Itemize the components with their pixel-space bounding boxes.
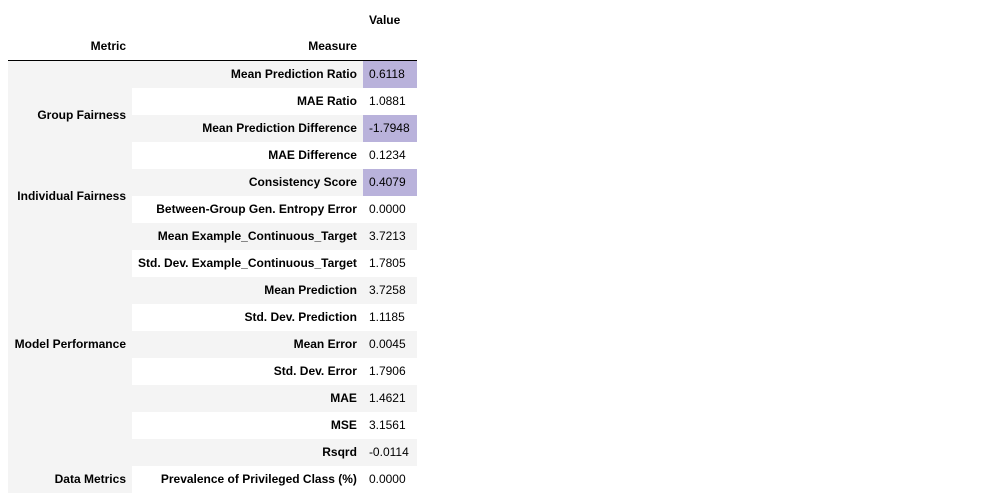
- header-row-top: Value: [8, 8, 417, 33]
- index-header-measure: Measure: [132, 33, 363, 61]
- header-blank-cell: [362, 33, 417, 61]
- table-row: Std. Dev. Error 1.7906: [8, 358, 417, 385]
- value-cell: 1.0881: [362, 88, 417, 115]
- value-cell-highlighted: -1.7948: [362, 115, 417, 142]
- value-cell: 3.7213: [362, 223, 417, 250]
- table-row: Mean Prediction Difference -1.7948: [8, 115, 417, 142]
- measure-label: MAE Ratio: [132, 88, 363, 115]
- measure-label: MAE: [132, 385, 363, 412]
- metric-group-label: Model Performance: [8, 223, 132, 466]
- table-row: Std. Dev. Example_Continuous_Target 1.780…: [8, 250, 417, 277]
- value-cell: -0.0114: [362, 439, 417, 466]
- header-row-index: Metric Measure: [8, 33, 417, 61]
- measure-label: Std. Dev. Error: [132, 358, 363, 385]
- table-header: Value Metric Measure: [8, 8, 417, 61]
- measure-label: Std. Dev. Example_Continuous_Target: [132, 250, 363, 277]
- value-cell: 1.1185: [362, 304, 417, 331]
- table-row: MSE 3.1561: [8, 412, 417, 439]
- table-body: Group Fairness Mean Prediction Ratio 0.611…: [8, 60, 417, 493]
- measure-label: Mean Error: [132, 331, 363, 358]
- column-header-value: Value: [362, 8, 417, 33]
- index-header-metric: Metric: [8, 33, 132, 61]
- value-cell: 0.1234: [362, 142, 417, 169]
- metric-group-label: Individual Fairness: [8, 169, 132, 223]
- measure-label: Mean Example_Continuous_Target: [132, 223, 363, 250]
- measure-label: Consistency Score: [132, 169, 363, 196]
- value-cell: 3.1561: [362, 412, 417, 439]
- metric-group-label: Group Fairness: [8, 60, 132, 169]
- value-cell: 0.0045: [362, 331, 417, 358]
- table-row: Data Metrics Prevalence of Privileged Cla…: [8, 466, 417, 493]
- value-cell: 0.0000: [362, 196, 417, 223]
- value-cell: 1.4621: [362, 385, 417, 412]
- measure-label: Mean Prediction Difference: [132, 115, 363, 142]
- fairness-report-table: Value Metric Measure Group Fairness Mean …: [8, 8, 417, 493]
- table-row: Group Fairness Mean Prediction Ratio 0.611…: [8, 60, 417, 169]
- metric-group-label: Data Metrics: [8, 466, 132, 493]
- measure-label: Mean Prediction: [132, 277, 363, 304]
- table-row: Model Performance Mean Example_Continuous…: [8, 223, 417, 466]
- table-row: Between-Group Gen. Entropy Error 0.0000: [8, 196, 417, 223]
- value-cell-highlighted: 0.4079: [362, 169, 417, 196]
- table-row: MAE 1.4621: [8, 385, 417, 412]
- value-cell: 0.0000: [362, 466, 417, 493]
- measure-label: Std. Dev. Prediction: [132, 304, 363, 331]
- table-row: Mean Prediction 3.7258: [8, 277, 417, 304]
- value-cell-highlighted: 0.6118: [362, 60, 417, 88]
- table-row: MAE Ratio 1.0881: [8, 88, 417, 115]
- table-row: Individual Fairness Consistency Score 0.40…: [8, 169, 417, 223]
- table-row: Rsqrd -0.0114: [8, 439, 417, 466]
- table-row: Std. Dev. Prediction 1.1185: [8, 304, 417, 331]
- table-row: Mean Error 0.0045: [8, 331, 417, 358]
- measure-label: Rsqrd: [132, 439, 363, 466]
- value-cell: 1.7805: [362, 250, 417, 277]
- value-cell: 1.7906: [362, 358, 417, 385]
- header-blank-cell: [8, 8, 132, 33]
- measure-label: Mean Prediction Ratio: [132, 60, 363, 88]
- measure-label: MAE Difference: [132, 142, 363, 169]
- measure-label: Prevalence of Privileged Class (%): [132, 466, 363, 493]
- measure-label: MSE: [132, 412, 363, 439]
- table-row: MAE Difference 0.1234: [8, 142, 417, 169]
- header-blank-cell: [132, 8, 363, 33]
- fairness-report-table-container: Value Metric Measure Group Fairness Mean …: [8, 8, 417, 493]
- measure-label: Between-Group Gen. Entropy Error: [132, 196, 363, 223]
- value-cell: 3.7258: [362, 277, 417, 304]
